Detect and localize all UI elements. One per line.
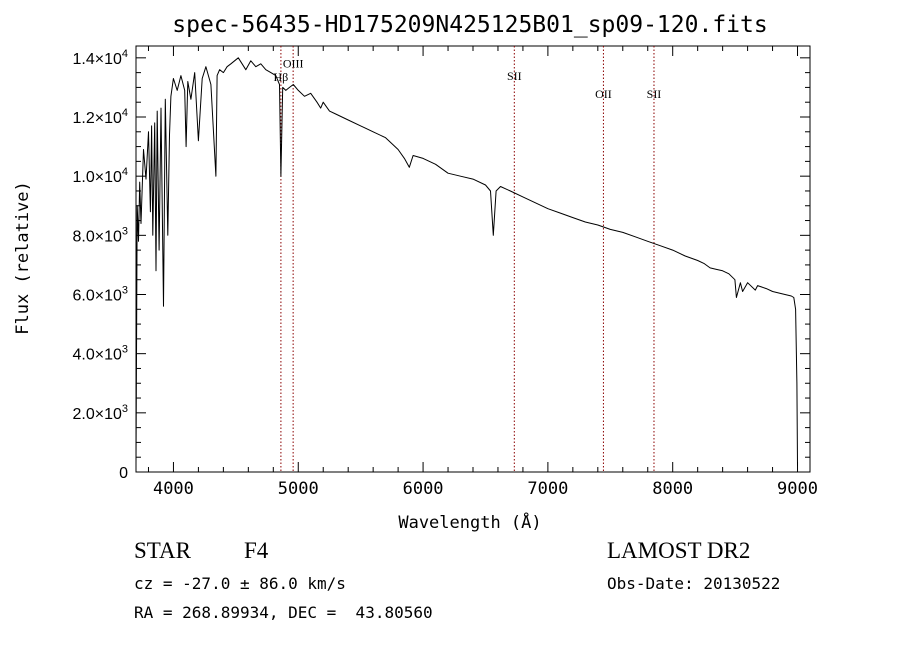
velocity-readout: cz = -27.0 ± 86.0 km/s (134, 574, 346, 593)
y-axis-label: Flux (relative) (13, 181, 33, 335)
plot-area: 4000 5000 6000 7000 8000 9000 0 2.0×103 4.0×103 6… (72, 45, 818, 499)
x-tick-label: 5000 (278, 479, 319, 499)
y-tick-label: 0 (119, 465, 128, 482)
x-tick-label: 7000 (527, 479, 568, 499)
survey-name: LAMOST DR2 (607, 538, 751, 563)
spectral-subclass: F4 (244, 538, 269, 563)
y-tick-label: 1.2×104 (72, 107, 128, 127)
spectral-line-label: SII (507, 69, 522, 83)
x-axis-label: Wavelength (Å) (398, 511, 541, 533)
chart-title: spec-56435-HD175209N425125B01_sp09-120.f… (172, 12, 767, 38)
x-tick-label: 8000 (652, 479, 693, 499)
y-tick-label: 8.0×103 (72, 225, 128, 245)
spectral-line-label: SII (647, 87, 662, 101)
y-tick-label: 1.0×104 (72, 166, 128, 186)
x-tick-label: 6000 (403, 479, 444, 499)
spectral-line-label: Hβ (274, 70, 289, 84)
x-tick-label: 9000 (777, 479, 818, 499)
coordinates-readout: RA = 268.89934, DEC = 43.80560 (134, 603, 433, 622)
y-tick-label: 6.0×103 (72, 285, 128, 305)
spectral-line-label: OIII (283, 56, 304, 70)
x-tick-label: 4000 (153, 479, 194, 499)
observation-date: Obs-Date: 20130522 (607, 574, 781, 593)
spectrum-line (135, 57, 798, 467)
plot-frame (135, 45, 811, 473)
y-tick-label: 1.4×104 (72, 48, 128, 68)
y-tick-label: 2.0×103 (72, 403, 128, 423)
spectral-line-label: OII (595, 87, 612, 101)
object-class: STAR (134, 538, 191, 563)
y-tick-label: 4.0×103 (72, 344, 128, 364)
